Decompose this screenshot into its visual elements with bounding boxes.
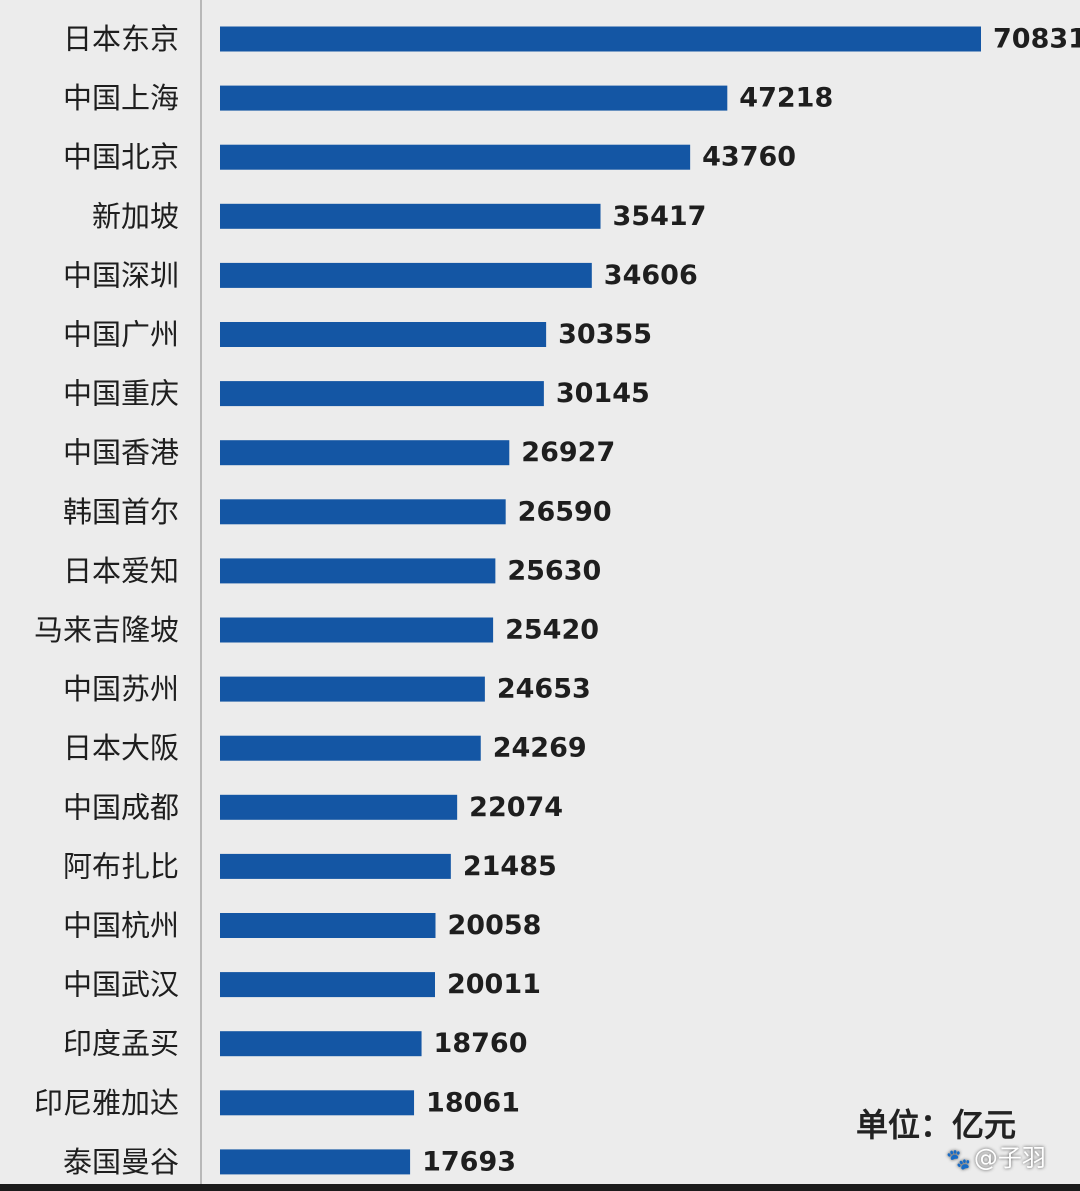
category-label: 中国广州 — [63, 318, 179, 352]
category-label: 日本爱知 — [63, 554, 179, 588]
value-label: 20011 — [447, 969, 541, 1000]
bar — [220, 558, 496, 584]
category-label: 马来吉隆坡 — [34, 613, 179, 647]
bar — [220, 203, 601, 229]
bar — [220, 26, 981, 52]
value-label: 70831 — [993, 24, 1080, 55]
category-label: 泰国曼谷 — [63, 1145, 179, 1179]
bar — [220, 381, 544, 407]
bar — [220, 913, 436, 938]
bottom-strip — [0, 1184, 1080, 1191]
watermark-text: @子羽 — [973, 1144, 1046, 1172]
category-label: 中国北京 — [63, 140, 179, 174]
category-label: 阿布扎比 — [63, 849, 179, 883]
category-label: 韩国首尔 — [63, 495, 179, 529]
category-label: 印尼雅加达 — [34, 1086, 179, 1120]
bar — [220, 85, 728, 111]
value-label: 24653 — [497, 674, 591, 705]
value-label: 26590 — [518, 496, 612, 527]
value-label: 30355 — [558, 319, 652, 350]
bar — [220, 617, 494, 643]
category-label: 中国杭州 — [63, 909, 179, 943]
value-label: 34606 — [604, 260, 698, 291]
category-label: 中国苏州 — [63, 672, 179, 706]
value-label: 26927 — [521, 437, 615, 468]
value-label: 18760 — [434, 1028, 528, 1059]
watermark: 🐾 @子羽 — [946, 1138, 1046, 1173]
unit-label: 单位：亿元 — [856, 1100, 1016, 1146]
value-label: 47218 — [739, 83, 833, 114]
value-label: 17693 — [422, 1146, 516, 1177]
bar — [220, 322, 547, 347]
category-label: 日本大阪 — [63, 731, 179, 765]
category-label: 中国香港 — [63, 436, 179, 470]
bar — [220, 676, 485, 702]
bar — [220, 499, 506, 525]
category-label: 新加坡 — [92, 199, 179, 233]
bar — [220, 735, 481, 761]
bar — [220, 1149, 411, 1175]
bar — [220, 794, 458, 820]
value-label: 18061 — [426, 1087, 520, 1118]
value-label: 35417 — [613, 201, 707, 232]
category-label: 印度孟买 — [63, 1027, 179, 1061]
category-label: 中国上海 — [63, 81, 179, 115]
category-label: 中国重庆 — [63, 377, 179, 411]
value-label: 20058 — [448, 910, 542, 941]
bar — [220, 1031, 422, 1057]
bar — [220, 972, 435, 998]
value-label: 43760 — [702, 142, 796, 173]
value-label: 25630 — [507, 555, 601, 586]
value-label: 25420 — [505, 615, 599, 646]
bar — [220, 853, 451, 879]
bar — [220, 262, 592, 288]
bar — [220, 1090, 415, 1116]
value-label: 21485 — [463, 851, 557, 882]
bar — [220, 440, 510, 466]
category-label: 中国成都 — [63, 790, 179, 824]
paw-icon: 🐾 — [946, 1147, 971, 1171]
category-label: 中国深圳 — [63, 258, 179, 292]
value-label: 22074 — [469, 792, 563, 823]
category-label: 日本东京 — [63, 22, 179, 56]
value-label: 24269 — [493, 733, 587, 764]
bar — [220, 144, 691, 170]
unit-label-text: 单位：亿元 — [856, 1106, 1017, 1144]
value-label: 30145 — [556, 378, 650, 409]
category-label: 中国武汉 — [63, 968, 179, 1002]
